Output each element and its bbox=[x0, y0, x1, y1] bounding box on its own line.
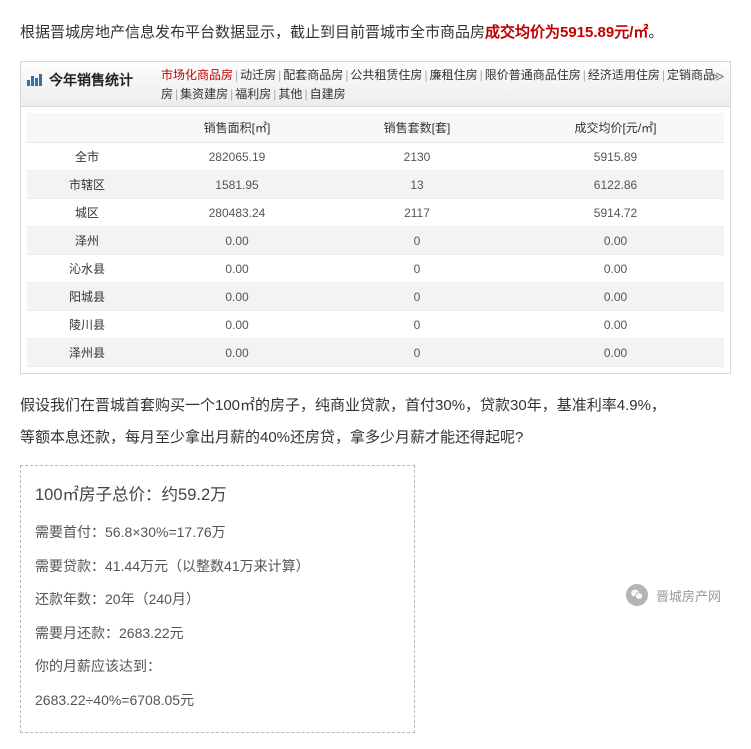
cell-0-0: 全市 bbox=[27, 143, 147, 171]
assumption-text: 假设我们在晋城首套购买一个100㎡的房子，纯商业贷款，首付30%，贷款30年，基… bbox=[20, 390, 731, 453]
calc-salary-label: 你的月薪应该达到： bbox=[35, 650, 400, 684]
tab-6[interactable]: 经济适用住房 bbox=[588, 68, 660, 82]
calc-monthly: 需要月还款：2683.22元 bbox=[35, 617, 400, 651]
cell-1-3: 6122.86 bbox=[507, 171, 724, 199]
intro-text: 根据晋城房地产信息发布平台数据显示，截止到目前晋城市全市商品房成交均价为5915… bbox=[20, 16, 731, 49]
stats-table: 销售面积[㎡]销售套数[套]成交均价[元/㎡] 全市282065.1921305… bbox=[27, 113, 724, 367]
calc-salary-value: 2683.22÷40%=6708.05元 bbox=[35, 684, 400, 718]
table-row: 沁水县0.0000.00 bbox=[27, 255, 724, 283]
cell-3-2: 0 bbox=[327, 227, 507, 255]
cell-4-2: 0 bbox=[327, 255, 507, 283]
calc-loan: 需要贷款：41.44万元（以整数41万来计算） bbox=[35, 550, 400, 584]
cell-7-1: 0.00 bbox=[147, 339, 327, 367]
table-row: 陵川县0.0000.00 bbox=[27, 311, 724, 339]
tab-10[interactable]: 其他 bbox=[278, 87, 302, 101]
cell-7-3: 0.00 bbox=[507, 339, 724, 367]
cell-5-2: 0 bbox=[327, 283, 507, 311]
source-label: 晋城房产网 bbox=[656, 586, 721, 605]
cell-2-0: 城区 bbox=[27, 199, 147, 227]
panel-header: 今年销售统计 市场化商品房|动迁房|配套商品房|公共租赁住房|廉租住房|限价普通… bbox=[21, 62, 730, 107]
cell-6-1: 0.00 bbox=[147, 311, 327, 339]
calc-downpayment: 需要首付：56.8×30%=17.76万 bbox=[35, 516, 400, 550]
cell-2-1: 280483.24 bbox=[147, 199, 327, 227]
cell-5-1: 0.00 bbox=[147, 283, 327, 311]
cell-1-0: 市辖区 bbox=[27, 171, 147, 199]
panel-title: 今年销售统计 bbox=[49, 70, 133, 90]
col-0 bbox=[27, 113, 147, 143]
calc-years: 还款年数：20年（240月） bbox=[35, 583, 400, 617]
cell-2-2: 2117 bbox=[327, 199, 507, 227]
tab-3[interactable]: 公共租赁住房 bbox=[350, 68, 422, 82]
tabs-row: 市场化商品房|动迁房|配套商品房|公共租赁住房|廉租住房|限价普通商品住房|经济… bbox=[161, 66, 724, 104]
table-row: 市辖区1581.95136122.86 bbox=[27, 171, 724, 199]
table-row: 泽州0.0000.00 bbox=[27, 227, 724, 255]
col-1: 销售面积[㎡] bbox=[147, 113, 327, 143]
cell-4-1: 0.00 bbox=[147, 255, 327, 283]
wechat-icon bbox=[626, 584, 648, 606]
col-3: 成交均价[元/㎡] bbox=[507, 113, 724, 143]
cell-3-1: 0.00 bbox=[147, 227, 327, 255]
cell-3-0: 泽州 bbox=[27, 227, 147, 255]
tab-1[interactable]: 动迁房 bbox=[240, 68, 276, 82]
table-row: 城区280483.2421175914.72 bbox=[27, 199, 724, 227]
tab-9[interactable]: 福利房 bbox=[235, 87, 271, 101]
intro-pre: 根据晋城房地产信息发布平台数据显示，截止到目前晋城市全市商品房 bbox=[20, 24, 485, 41]
chart-icon bbox=[27, 74, 43, 86]
calculation-box: 100㎡房子总价：约59.2万 需要首付：56.8×30%=17.76万 需要贷… bbox=[20, 465, 415, 732]
cell-2-3: 5914.72 bbox=[507, 199, 724, 227]
cell-7-2: 0 bbox=[327, 339, 507, 367]
cell-4-0: 沁水县 bbox=[27, 255, 147, 283]
cell-4-3: 0.00 bbox=[507, 255, 724, 283]
table-row: 泽州县0.0000.00 bbox=[27, 339, 724, 367]
intro-post: 。 bbox=[648, 24, 663, 41]
col-2: 销售套数[套] bbox=[327, 113, 507, 143]
intro-highlight: 成交均价为5915.89元/㎡ bbox=[485, 24, 648, 41]
cell-5-3: 0.00 bbox=[507, 283, 724, 311]
cell-6-0: 陵川县 bbox=[27, 311, 147, 339]
table-row: 阳城县0.0000.00 bbox=[27, 283, 724, 311]
tab-2[interactable]: 配套商品房 bbox=[283, 68, 343, 82]
tab-11[interactable]: 自建房 bbox=[310, 87, 346, 101]
calc-total-price: 100㎡房子总价：约59.2万 bbox=[35, 476, 400, 516]
tab-0[interactable]: 市场化商品房 bbox=[161, 68, 233, 82]
table-row: 全市282065.1921305915.89 bbox=[27, 143, 724, 171]
expand-icon[interactable]: ≫ bbox=[710, 68, 724, 82]
tab-5[interactable]: 限价普通商品住房 bbox=[485, 68, 581, 82]
source-attribution: 晋城房产网 bbox=[626, 584, 721, 606]
cell-0-3: 5915.89 bbox=[507, 143, 724, 171]
cell-6-2: 0 bbox=[327, 311, 507, 339]
tab-4[interactable]: 廉租住房 bbox=[430, 68, 478, 82]
cell-3-3: 0.00 bbox=[507, 227, 724, 255]
cell-0-1: 282065.19 bbox=[147, 143, 327, 171]
cell-1-2: 13 bbox=[327, 171, 507, 199]
tab-8[interactable]: 集资建房 bbox=[180, 87, 228, 101]
stats-panel: 今年销售统计 市场化商品房|动迁房|配套商品房|公共租赁住房|廉租住房|限价普通… bbox=[20, 61, 731, 374]
cell-0-2: 2130 bbox=[327, 143, 507, 171]
cell-7-0: 泽州县 bbox=[27, 339, 147, 367]
cell-5-0: 阳城县 bbox=[27, 283, 147, 311]
cell-6-3: 0.00 bbox=[507, 311, 724, 339]
cell-1-1: 1581.95 bbox=[147, 171, 327, 199]
